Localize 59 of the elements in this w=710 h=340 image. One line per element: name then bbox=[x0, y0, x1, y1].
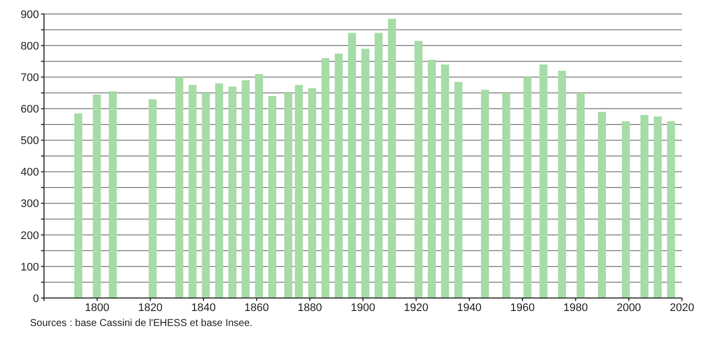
bar bbox=[388, 18, 396, 298]
bar bbox=[321, 58, 330, 298]
x-tick-label: 1820 bbox=[138, 302, 163, 314]
bar bbox=[480, 90, 489, 298]
bar bbox=[361, 48, 370, 298]
bar bbox=[334, 53, 343, 298]
y-tick-label: 400 bbox=[20, 166, 39, 179]
bar bbox=[268, 96, 276, 298]
x-tick-label: 2000 bbox=[616, 302, 642, 314]
bar bbox=[92, 94, 101, 298]
bar bbox=[148, 99, 157, 298]
x-tick-label: 2020 bbox=[670, 302, 694, 314]
bar bbox=[414, 40, 423, 298]
y-tick-label: 500 bbox=[20, 135, 39, 148]
y-tick-label: 300 bbox=[20, 198, 39, 210]
bar bbox=[598, 112, 606, 298]
x-tick-label: 1980 bbox=[563, 302, 588, 314]
x-tick-label: 1920 bbox=[404, 302, 428, 314]
bar bbox=[502, 92, 510, 298]
bar bbox=[348, 32, 356, 298]
bar bbox=[255, 74, 264, 298]
bar bbox=[215, 83, 224, 298]
bar bbox=[175, 77, 184, 298]
bar bbox=[202, 92, 210, 298]
y-tick-label: 0 bbox=[32, 292, 39, 305]
bar bbox=[242, 80, 250, 298]
bar bbox=[228, 86, 236, 298]
bar bbox=[294, 85, 303, 298]
y-tick-label: 600 bbox=[20, 104, 39, 116]
bar bbox=[654, 116, 662, 298]
bar bbox=[428, 60, 436, 298]
bar bbox=[622, 121, 630, 298]
source-note: Sources : base Cassini de l'EHESS et base Insee. bbox=[30, 318, 254, 329]
bar bbox=[524, 77, 532, 298]
bar bbox=[558, 70, 566, 298]
bar bbox=[667, 121, 676, 298]
bar bbox=[188, 85, 197, 298]
bar bbox=[576, 92, 585, 298]
bar bbox=[640, 114, 648, 298]
y-tick-label: 800 bbox=[20, 40, 39, 52]
x-tick-label: 1840 bbox=[191, 302, 216, 314]
bar bbox=[539, 64, 548, 298]
x-tick-label: 1860 bbox=[244, 302, 269, 314]
x-tick-label: 1800 bbox=[84, 302, 110, 314]
bar bbox=[441, 64, 450, 298]
y-tick-label: 700 bbox=[20, 72, 39, 84]
x-tick-label: 1960 bbox=[510, 302, 535, 314]
y-tick-label: 200 bbox=[20, 230, 39, 242]
x-tick-label: 1880 bbox=[298, 302, 322, 314]
x-tick-label: 1900 bbox=[350, 302, 376, 314]
bar bbox=[374, 32, 383, 298]
bar bbox=[308, 88, 316, 298]
y-tick-label: 900 bbox=[20, 8, 39, 21]
y-tick-label: 100 bbox=[20, 261, 39, 274]
bar bbox=[108, 91, 117, 298]
bar bbox=[74, 113, 82, 298]
x-tick-label: 1940 bbox=[457, 302, 482, 314]
bar bbox=[454, 82, 462, 298]
bar bbox=[284, 92, 292, 298]
